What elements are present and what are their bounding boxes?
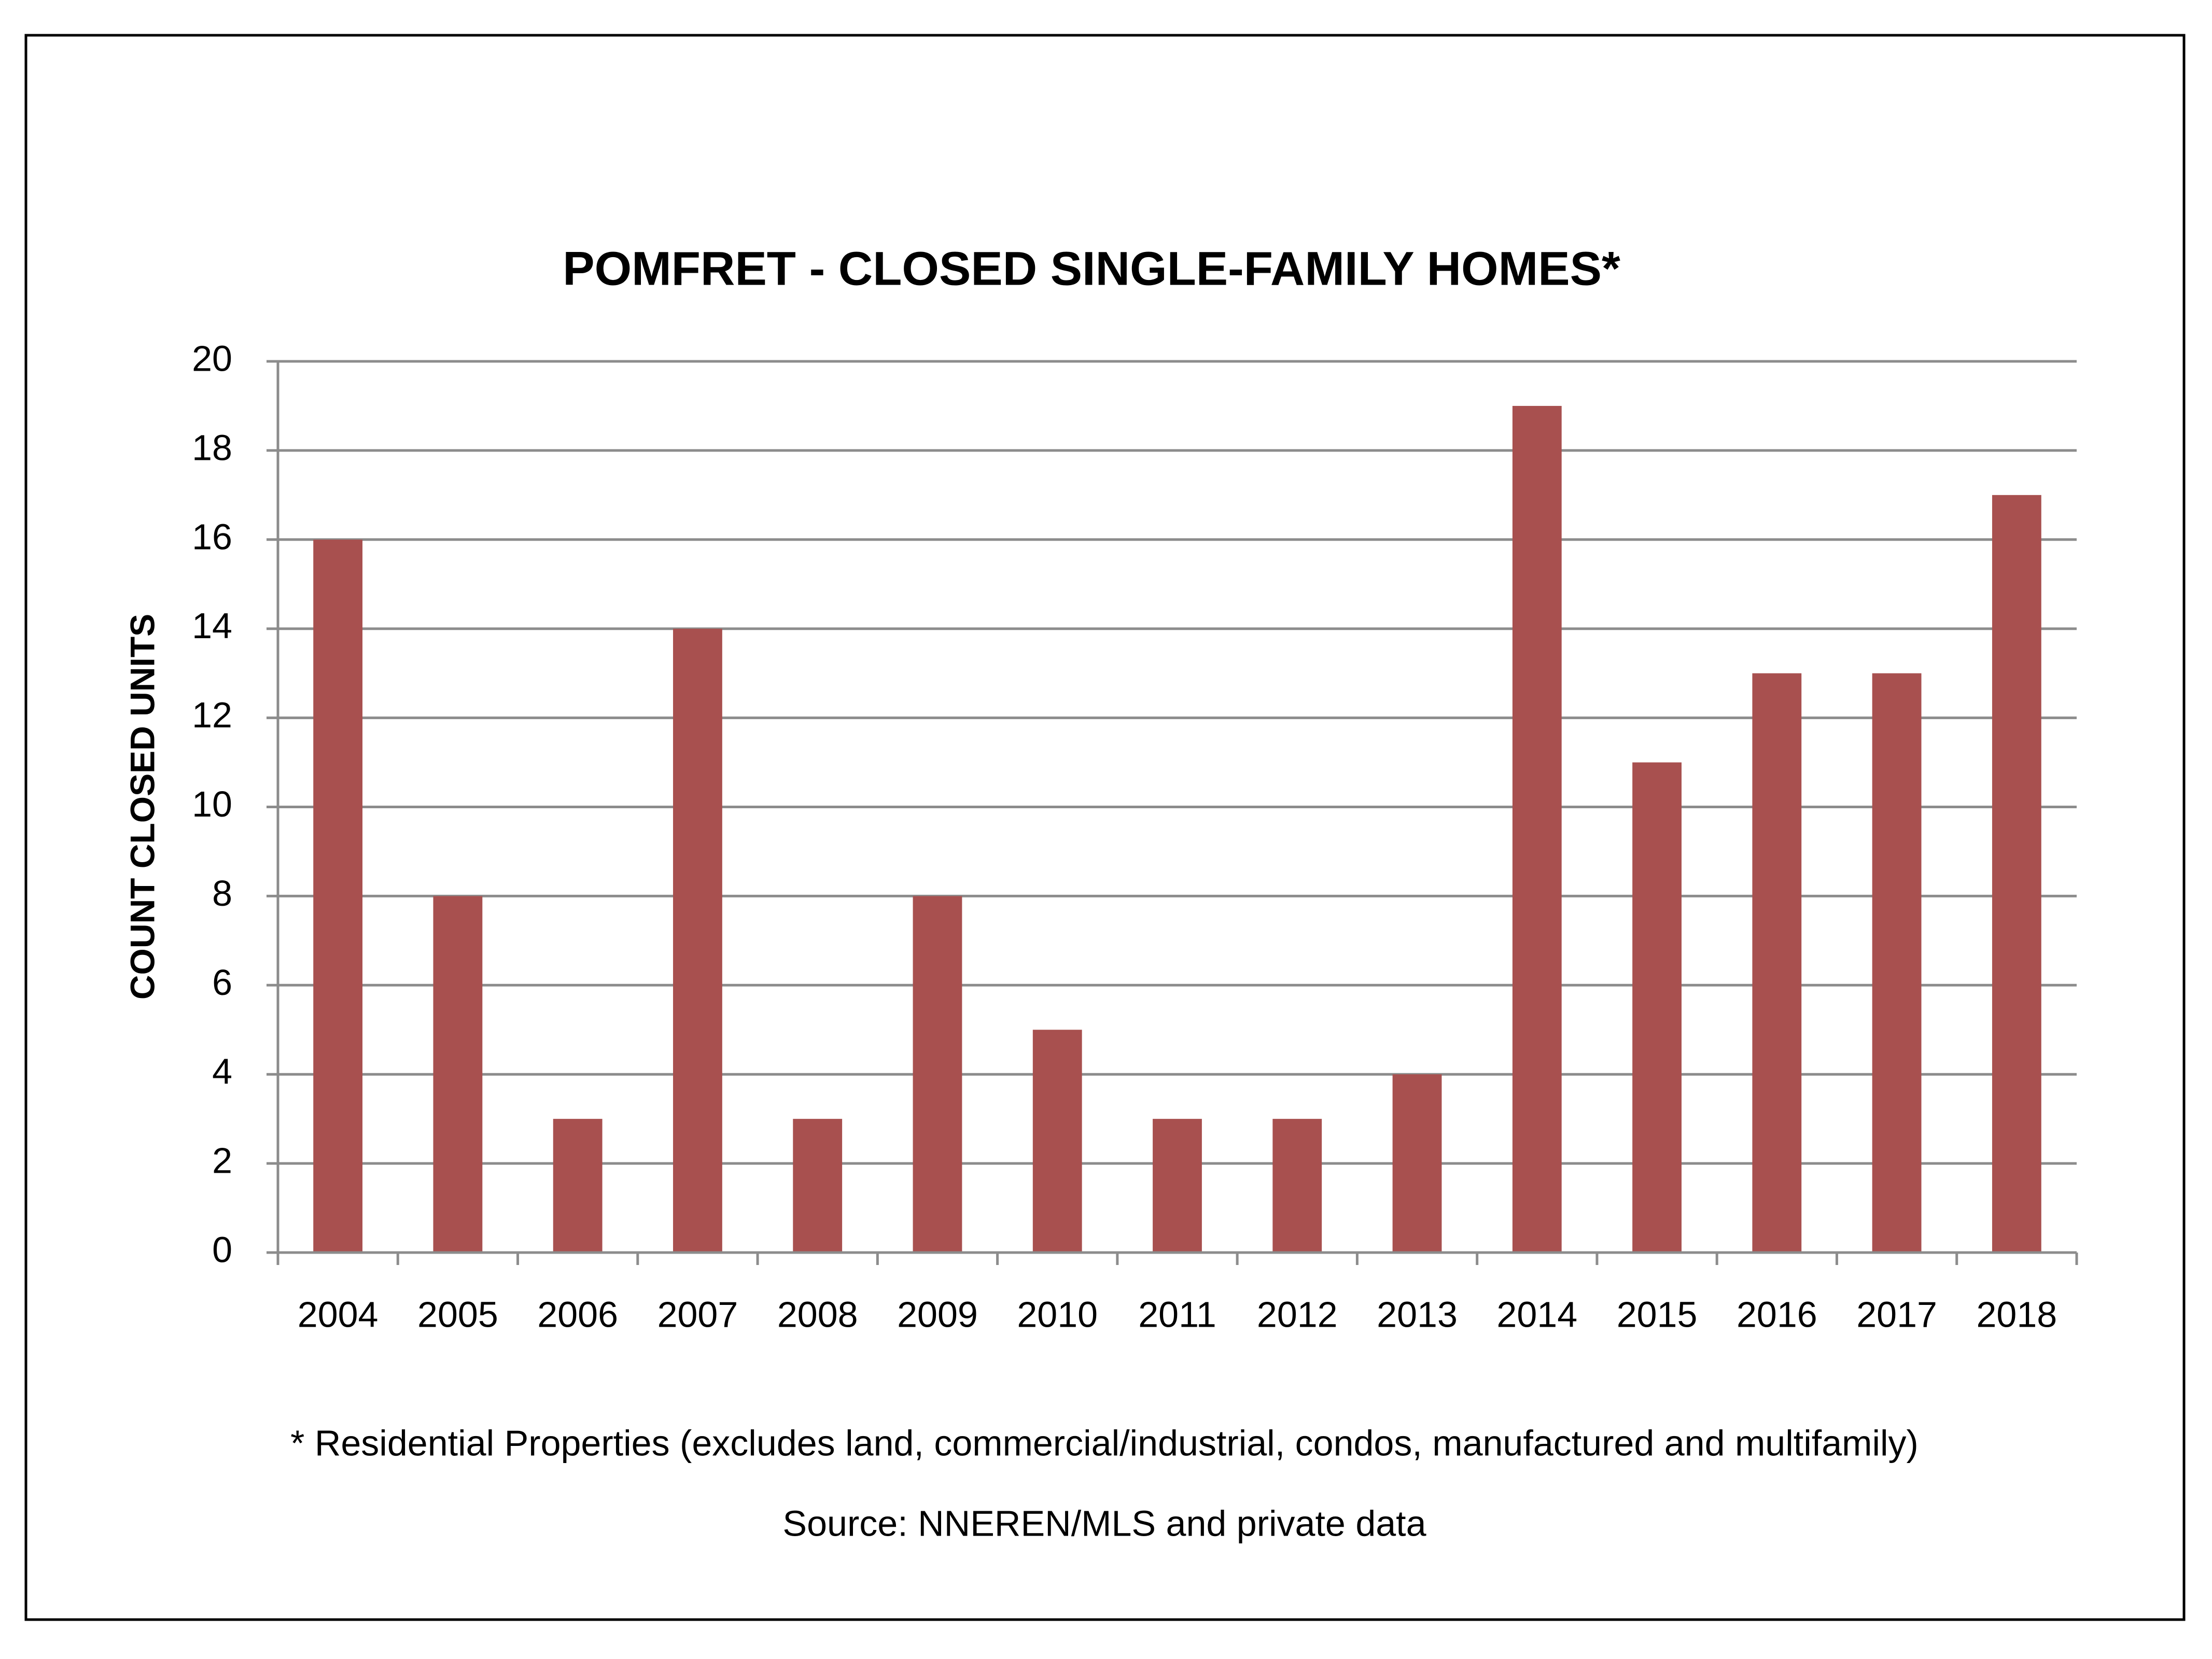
bar <box>313 539 363 1253</box>
bar <box>1392 1074 1442 1253</box>
x-tick-label: 2007 <box>657 1294 738 1334</box>
x-tick-label: 2016 <box>1737 1294 1817 1334</box>
y-tick-label: 4 <box>212 1051 232 1092</box>
y-tick-label: 0 <box>212 1229 232 1270</box>
chart-title: POMFRET - CLOSED SINGLE-FAMILY HOMES* <box>563 242 1620 295</box>
bar <box>1272 1119 1322 1253</box>
x-tick-label: 2004 <box>298 1294 379 1334</box>
bar <box>1992 495 2041 1253</box>
bar <box>793 1119 843 1253</box>
bar <box>1512 405 1562 1253</box>
x-tick-label: 2014 <box>1496 1294 1577 1334</box>
x-tick-label: 2011 <box>1138 1294 1216 1334</box>
y-tick-label: 16 <box>192 516 232 557</box>
bar <box>433 896 483 1253</box>
x-tick-label: 2012 <box>1257 1294 1338 1334</box>
y-tick-label: 20 <box>192 338 232 378</box>
source: Source: NNEREN/MLS and private data <box>782 1503 1426 1543</box>
x-tick-label: 2006 <box>537 1294 618 1334</box>
bar <box>1752 673 1802 1253</box>
bar <box>1632 762 1682 1253</box>
bar <box>1032 1030 1082 1253</box>
y-tick-label: 12 <box>192 695 232 735</box>
x-tick-label: 2013 <box>1377 1294 1458 1334</box>
chart-border <box>24 34 2186 1621</box>
x-tick-label: 2010 <box>1017 1294 1098 1334</box>
x-tick-label: 2005 <box>417 1294 498 1334</box>
x-tick-label: 2017 <box>1856 1294 1937 1334</box>
y-tick-label: 18 <box>192 427 232 468</box>
y-tick-label: 8 <box>212 873 232 913</box>
x-tick-label: 2008 <box>777 1294 858 1334</box>
y-axis-label: COUNT CLOSED UNITS <box>123 614 161 1000</box>
y-tick-label: 10 <box>192 784 232 824</box>
y-tick-label: 2 <box>212 1141 232 1181</box>
x-tick-label: 2009 <box>897 1294 978 1334</box>
bar <box>913 896 962 1253</box>
bar <box>553 1119 603 1253</box>
footnote: * Residential Properties (excludes land,… <box>290 1423 1919 1463</box>
bar <box>1872 673 1922 1253</box>
y-tick-label: 6 <box>212 962 232 1003</box>
x-tick-label: 2015 <box>1617 1294 1698 1334</box>
bar <box>1153 1119 1202 1253</box>
bar <box>673 628 722 1253</box>
x-tick-label: 2018 <box>1976 1294 2057 1334</box>
y-tick-label: 14 <box>192 606 232 646</box>
